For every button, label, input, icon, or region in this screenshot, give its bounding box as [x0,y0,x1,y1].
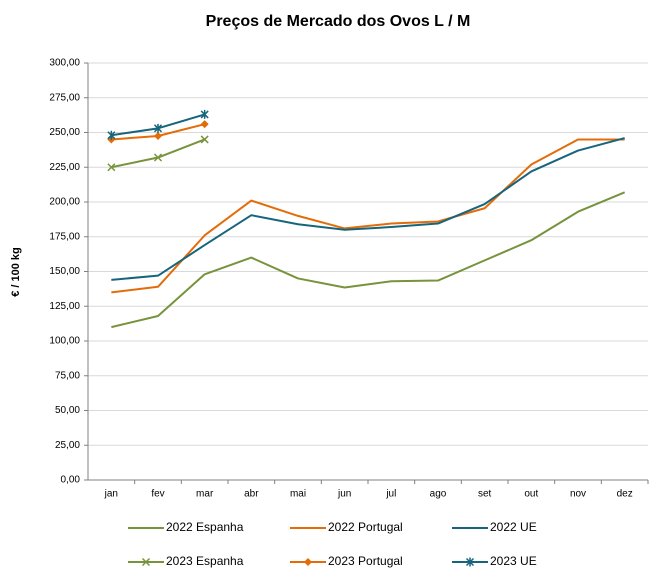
y-tick-label: 275,00 [49,92,80,103]
y-tick-label: 75,00 [55,370,80,381]
series-line [111,137,625,281]
y-tick-label: 150,00 [49,266,80,277]
x-tick-label: jan [104,489,118,500]
y-tick-label: 225,00 [49,162,80,173]
legend-label: 2023 Portugal [328,554,403,568]
marker [200,135,209,144]
marker [154,131,162,140]
x-tick-label: set [478,489,492,500]
marker-shape [153,123,163,133]
x-tick-label: jul [385,489,396,500]
chart-title: Preços de Mercado dos Ovos L / M [206,13,471,30]
legend-label: 2023 UE [490,554,537,568]
marker [107,163,116,172]
marker-shape [154,131,162,140]
y-tick-label: 0,00 [61,475,81,486]
y-tick-label: 25,00 [55,440,80,451]
y-tick-label: 125,00 [49,301,80,312]
marker [304,558,312,566]
legend-label: 2022 UE [490,520,537,534]
series-line [111,138,206,169]
x-tick-label: dez [617,489,633,500]
marker [465,557,475,567]
x-tick-label: nov [570,489,586,500]
marker-shape [200,135,209,144]
y-tick-label: 250,00 [49,127,80,138]
marker [153,153,163,162]
marker [200,109,209,119]
marker-shape [304,558,312,566]
x-tick-label: mai [290,489,306,500]
y-tick-label: 200,00 [49,197,80,208]
series-line [111,191,626,329]
marker [141,557,151,567]
x-tick-label: jun [337,489,351,500]
legend-label: 2022 Portugal [328,520,403,534]
y-tick-label: 300,00 [49,58,80,69]
x-tick-label: out [524,489,538,500]
legend-label: 2022 Espanha [166,520,244,534]
marker [200,120,209,129]
marker-shape [107,163,116,172]
x-tick-label: abr [244,489,259,500]
marker-shape [200,109,209,119]
marker-shape [141,557,151,567]
marker-shape [465,557,475,567]
x-tick-label: ago [430,489,447,500]
marker [153,123,163,133]
y-axis-label: € / 100 kg [10,247,22,297]
x-tick-label: mar [196,489,214,500]
y-tick-label: 50,00 [55,405,80,416]
legend-label: 2023 Espanha [166,554,244,568]
marker-shape [200,120,209,129]
series-line [111,138,625,294]
marker-shape [107,130,116,140]
y-tick-label: 100,00 [49,336,80,347]
x-tick-label: fev [151,489,164,500]
y-tick-label: 175,00 [49,231,80,242]
marker-shape [153,153,163,162]
marker [107,130,116,140]
